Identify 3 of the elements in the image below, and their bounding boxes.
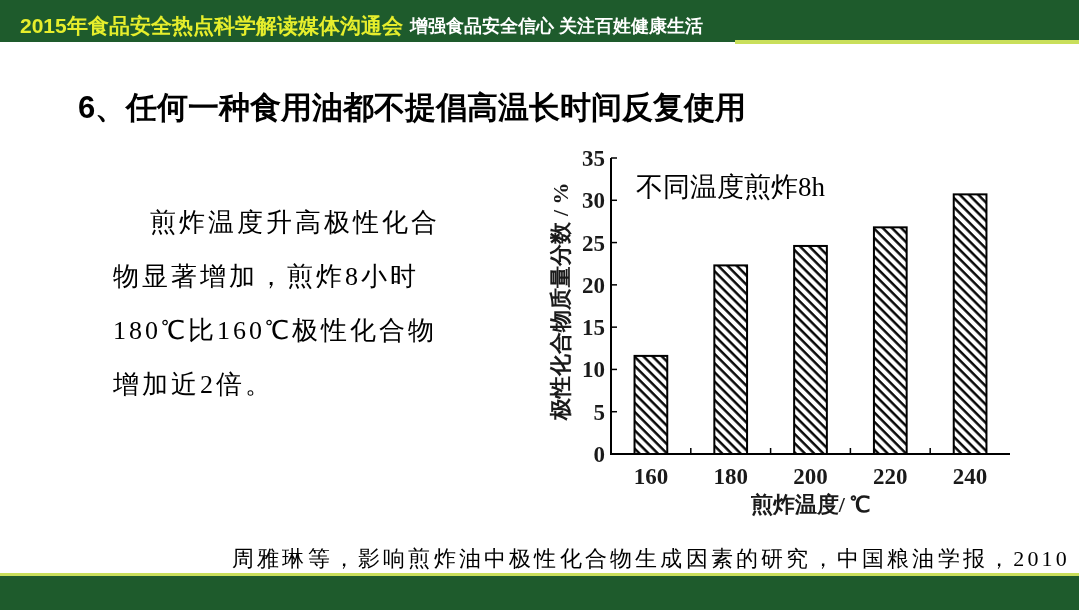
ylabel: 极性化合物质量分数 / %: [548, 182, 573, 420]
xlabel: 煎炸温度/ ℃: [750, 492, 871, 517]
title: 6、任何一种食用油都不提倡高温长时间反复使用: [78, 90, 747, 125]
